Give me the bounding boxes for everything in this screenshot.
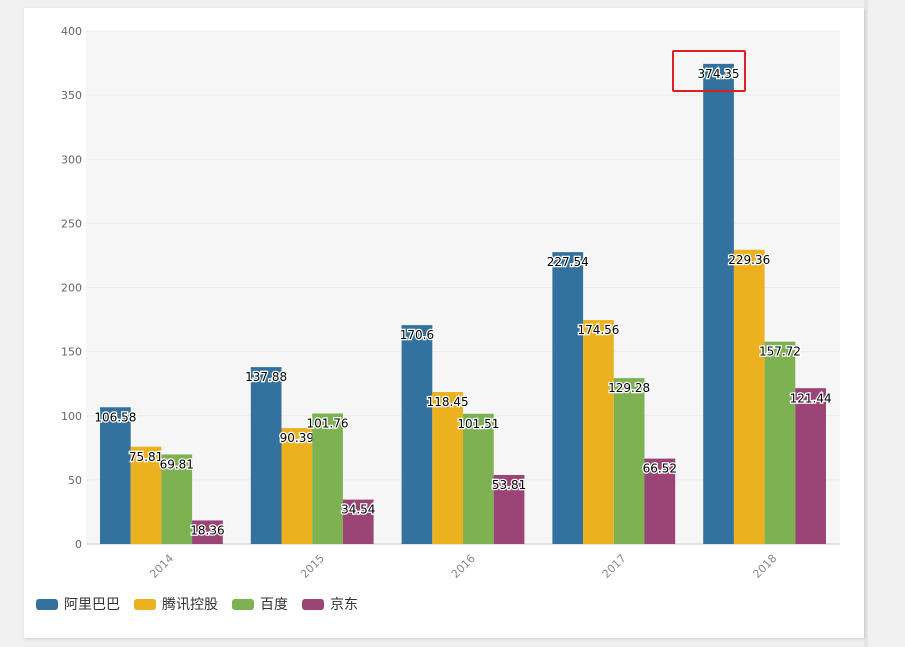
bar-top-cap xyxy=(401,325,433,329)
data-label: 34.54 xyxy=(341,503,375,517)
bar xyxy=(100,407,131,544)
x-tick-label: 2015 xyxy=(298,552,327,581)
bar xyxy=(432,392,463,544)
bar-top-cap xyxy=(703,63,734,67)
bar xyxy=(644,458,676,544)
window-edge xyxy=(864,0,868,647)
bar xyxy=(703,63,734,545)
bar-top-cap xyxy=(613,378,645,382)
data-label: 174.56 xyxy=(577,323,619,337)
data-label: 106.58 xyxy=(94,410,136,424)
bar xyxy=(161,454,193,544)
bar-top-cap xyxy=(312,413,343,417)
data-label: 374.35 xyxy=(698,67,740,81)
bar xyxy=(281,428,313,544)
highlight-annotation-box xyxy=(672,50,746,92)
bar xyxy=(764,341,796,544)
data-label: 118.45 xyxy=(427,395,469,409)
legend-swatch xyxy=(302,598,324,610)
data-label: 229.36 xyxy=(728,253,770,267)
bar xyxy=(552,252,584,545)
y-tick-label: 350 xyxy=(61,89,82,102)
bar xyxy=(795,388,826,544)
legend-swatch xyxy=(134,598,156,610)
data-label: 90.39 xyxy=(280,431,314,445)
legend-swatch xyxy=(232,598,254,610)
y-tick-label: 100 xyxy=(61,410,82,423)
bar-top-cap xyxy=(733,249,765,253)
data-label: 18.36 xyxy=(190,523,224,537)
data-label: 227.54 xyxy=(547,255,589,269)
bar xyxy=(312,413,343,544)
data-label: 129.28 xyxy=(608,381,650,395)
data-label: 66.52 xyxy=(643,462,677,476)
data-label: 101.76 xyxy=(307,416,349,430)
bar-top-cap xyxy=(161,454,193,458)
bar xyxy=(401,325,433,544)
legend-label: 京东 xyxy=(330,597,358,613)
data-label: 170.6 xyxy=(400,328,434,342)
bar-top-cap xyxy=(342,499,374,503)
y-tick-label: 200 xyxy=(61,282,82,295)
bar-top-cap xyxy=(463,413,494,417)
bar-top-cap xyxy=(493,474,525,478)
legend-swatch xyxy=(36,598,58,610)
bar xyxy=(493,474,525,544)
x-tick-label: 2016 xyxy=(449,552,478,581)
bar-top-cap xyxy=(432,392,463,396)
bar-top-cap xyxy=(764,341,796,345)
data-label: 53.81 xyxy=(492,478,526,492)
data-label: 157.72 xyxy=(759,345,801,359)
chart-legend: 阿里巴巴 腾讯控股 百度 京东 xyxy=(36,594,358,614)
bar-top-cap xyxy=(281,428,313,432)
bar xyxy=(342,499,374,544)
bar-top-cap xyxy=(130,446,162,450)
bar xyxy=(733,249,765,544)
legend-label: 百度 xyxy=(260,597,288,613)
data-label: 121.44 xyxy=(790,391,832,405)
x-tick-label: 2017 xyxy=(600,552,629,581)
bar-top-cap xyxy=(192,520,223,524)
bar-top-cap xyxy=(644,458,676,462)
y-tick-label: 400 xyxy=(61,25,82,38)
bar-top-cap xyxy=(250,367,282,371)
legend-item-alibaba[interactable]: 阿里巴巴 xyxy=(36,594,120,614)
data-label: 75.81 xyxy=(129,450,163,464)
bar xyxy=(583,320,614,544)
legend-label: 腾讯控股 xyxy=(162,597,218,613)
data-label: 101.51 xyxy=(457,417,499,431)
x-tick-label: 2018 xyxy=(750,552,779,581)
y-tick-label: 50 xyxy=(68,474,82,487)
bar xyxy=(192,520,223,544)
legend-item-tencent[interactable]: 腾讯控股 xyxy=(134,594,218,614)
legend-label: 阿里巴巴 xyxy=(64,597,120,613)
bar xyxy=(130,446,162,544)
y-tick-label: 150 xyxy=(61,346,82,359)
bar xyxy=(463,413,494,544)
bar-top-cap xyxy=(552,252,584,256)
bar xyxy=(250,367,282,544)
y-tick-label: 300 xyxy=(61,153,82,166)
legend-item-jd[interactable]: 京东 xyxy=(302,594,358,614)
y-tick-label: 250 xyxy=(61,217,82,230)
bar xyxy=(613,378,645,544)
legend-item-baidu[interactable]: 百度 xyxy=(232,594,288,614)
y-tick-label: 0 xyxy=(75,538,82,551)
bar-top-cap xyxy=(100,407,131,411)
data-label: 137.88 xyxy=(245,370,287,384)
bar-top-cap xyxy=(795,388,826,392)
x-tick-label: 2014 xyxy=(147,552,176,581)
bar-top-cap xyxy=(583,320,614,324)
data-label: 69.81 xyxy=(160,457,194,471)
